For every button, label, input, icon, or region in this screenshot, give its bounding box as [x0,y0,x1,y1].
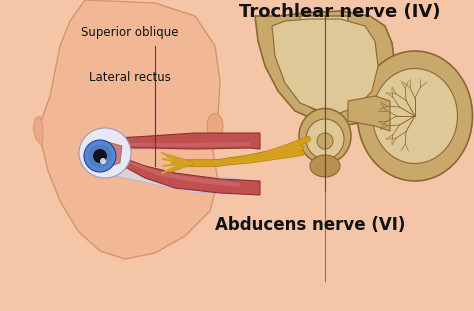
Circle shape [100,158,106,164]
Circle shape [93,149,107,163]
Polygon shape [348,96,390,131]
Polygon shape [272,19,378,113]
Polygon shape [33,116,43,146]
Ellipse shape [373,68,457,164]
Circle shape [84,140,116,172]
Circle shape [317,133,333,149]
Polygon shape [300,16,348,113]
Circle shape [88,144,112,168]
Polygon shape [88,141,122,168]
Polygon shape [255,11,395,126]
Ellipse shape [299,109,351,164]
Ellipse shape [207,114,223,138]
Polygon shape [130,161,240,187]
Polygon shape [115,134,240,149]
Polygon shape [130,142,250,147]
Ellipse shape [306,119,344,159]
Text: Lateral rectus: Lateral rectus [89,71,171,84]
Text: Abducens nerve (VI): Abducens nerve (VI) [215,216,405,234]
Polygon shape [118,133,260,149]
Polygon shape [38,0,220,259]
Polygon shape [115,166,240,193]
Ellipse shape [357,51,473,181]
Text: Superior oblique: Superior oblique [81,26,179,39]
Ellipse shape [310,155,340,177]
Text: Trochlear nerve (IV): Trochlear nerve (IV) [239,3,441,21]
Polygon shape [118,156,260,195]
Ellipse shape [79,128,131,178]
